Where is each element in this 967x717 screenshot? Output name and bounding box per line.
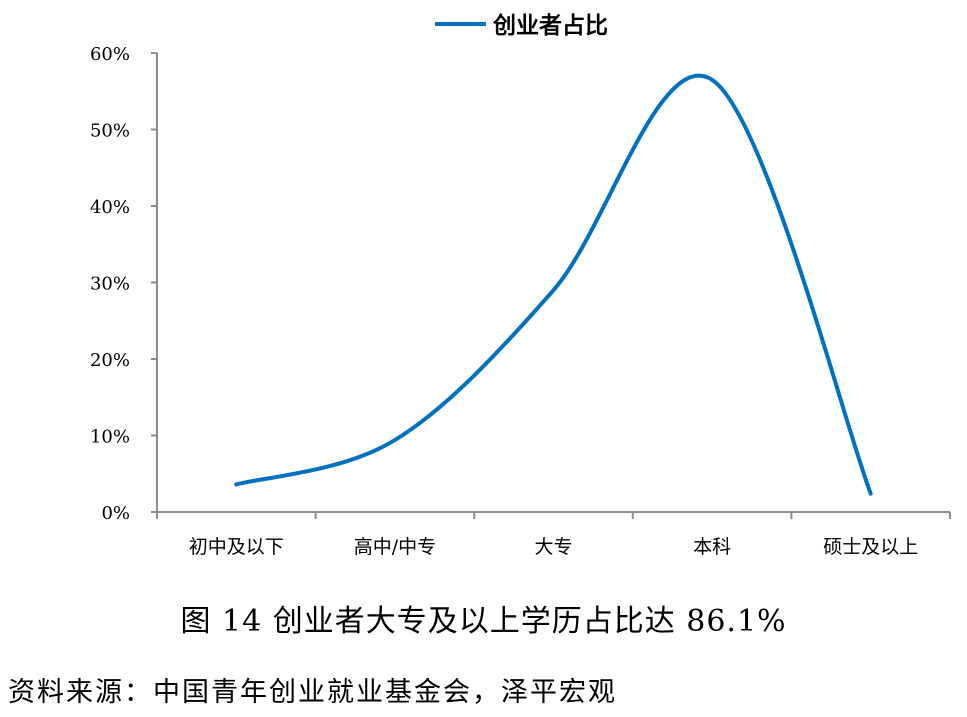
y-tick-label: 20% <box>90 350 130 371</box>
y-tick-label: 30% <box>90 274 130 295</box>
y-tick-label: 50% <box>90 121 130 142</box>
x-tick-label: 高中/中专 <box>354 536 436 558</box>
figure-caption: 图 14 创业者大专及以上学历占比达 86.1% <box>180 604 787 639</box>
x-tick-label: 本科 <box>693 536 731 558</box>
series-line-founder-share <box>234 73 873 496</box>
chart-axes <box>152 53 950 513</box>
y-tick-label: 0% <box>101 503 130 524</box>
source-note: 资料来源：中国青年创业就业基金会，泽平宏观 <box>8 677 617 708</box>
x-tick-label: 大专 <box>534 536 572 558</box>
x-tick-label: 硕士及以上 <box>823 536 918 558</box>
line-chart: 创业者占比 0% 10% 20% 30% 40% 50% 60% 初中及以下 高中/中专 大专 本… <box>90 13 951 558</box>
x-axis-labels: 初中及以下 高中/中专 大专 本科 硕士及以上 <box>156 512 951 558</box>
y-axis-ticks: 0% 10% 20% 30% 40% 50% 60% <box>90 44 157 524</box>
y-tick-label: 10% <box>90 427 130 448</box>
legend-label: 创业者占比 <box>492 13 608 39</box>
y-tick-label: 60% <box>90 44 130 65</box>
y-tick-label: 40% <box>90 197 130 218</box>
chart-legend: 创业者占比 <box>435 13 608 39</box>
x-tick-label: 初中及以下 <box>189 536 284 558</box>
